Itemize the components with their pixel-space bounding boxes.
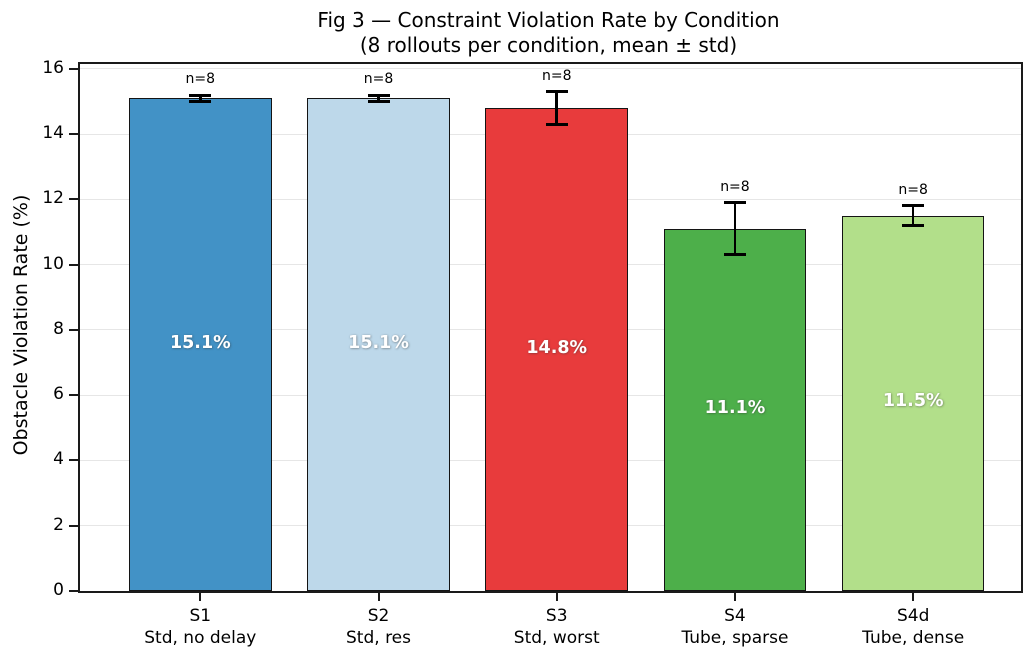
plot-area: 0 2 4 6 8 10 12 14 16 n=8 15.1% S1 Std, no delay n=8 1… xyxy=(42,58,1023,648)
error-bar-cap xyxy=(902,224,925,228)
bar-value-label-S4: 11.1% xyxy=(704,397,766,418)
y-tick-mark xyxy=(69,133,78,136)
x-tick-mark-S4d xyxy=(912,593,915,601)
bar-S2 xyxy=(307,98,450,591)
x-tick-mark-S3 xyxy=(555,593,558,601)
x-tick-mark-S2 xyxy=(377,593,380,601)
category-sublabel: Std, worst xyxy=(513,628,600,648)
bar-S4 xyxy=(663,228,807,591)
x-tick-label-S3: S3 Std, worst xyxy=(457,605,657,649)
x-tick-label-S2: S2 Std, res xyxy=(279,605,479,649)
x-tick-label-S1: S1 Std, no delay xyxy=(100,605,300,649)
error-bar-S1 xyxy=(199,95,202,102)
count-label-S3: n=8 xyxy=(541,67,572,84)
y-tick-label: 12 xyxy=(42,188,64,209)
category-sublabel: Std, no delay xyxy=(144,628,257,648)
y-tick-label: 10 xyxy=(42,253,64,274)
gridline-y16 xyxy=(80,68,1021,70)
category-label: S3 xyxy=(545,606,568,626)
y-tick-label: 4 xyxy=(53,449,64,470)
category-label: S4d xyxy=(896,606,930,626)
error-bar-cap xyxy=(367,93,390,97)
y-tick-mark xyxy=(69,590,78,592)
x-tick-label-S4: S4 Tube, sparse xyxy=(635,605,835,649)
y-tick-label: 2 xyxy=(53,514,64,535)
category-label: S1 xyxy=(189,606,212,626)
chart-subtitle: (8 rollouts per condition, mean ± std) xyxy=(359,33,738,57)
x-tick-mark-S1 xyxy=(199,593,202,601)
error-bar-cap xyxy=(545,90,568,94)
error-bar-S3 xyxy=(555,91,558,125)
bar-value-label-S1: 15.1% xyxy=(169,332,231,353)
error-bar-cap xyxy=(545,122,568,126)
error-bar-S4 xyxy=(733,202,737,255)
error-bar-cap xyxy=(723,253,746,257)
bar-S1 xyxy=(129,98,272,591)
category-sublabel: Tube, sparse xyxy=(681,628,789,648)
bar-S4d xyxy=(841,215,985,591)
count-label-S1: n=8 xyxy=(185,71,216,87)
count-label-S2: n=8 xyxy=(363,71,394,87)
error-bar-cap xyxy=(367,100,390,104)
category-sublabel: Tube, dense xyxy=(862,628,965,648)
error-bar-S2 xyxy=(377,95,380,102)
chart-title: Fig 3 — Constraint Violation Rate by Con… xyxy=(317,8,780,32)
error-bar-cap xyxy=(902,204,925,208)
error-bar-cap xyxy=(189,93,212,97)
category-label: S2 xyxy=(367,606,390,626)
x-tick-label-S4d: S4d Tube, dense xyxy=(813,605,1013,649)
y-tick-label: 14 xyxy=(42,123,64,144)
y-tick-mark xyxy=(69,328,78,331)
y-tick-mark xyxy=(69,263,78,266)
count-label-S4: n=8 xyxy=(720,178,750,195)
bar-value-label-S4d: 11.5% xyxy=(882,391,944,412)
bar-value-label-S3: 14.8% xyxy=(526,337,588,358)
y-tick-mark xyxy=(69,459,78,462)
category-sublabel: Std, res xyxy=(346,628,412,648)
error-bar-cap xyxy=(189,100,212,104)
bar-S3 xyxy=(485,108,628,591)
x-tick-mark-S4 xyxy=(733,593,736,601)
bar-value-label-S2: 15.1% xyxy=(348,332,409,353)
y-tick-label: 0 xyxy=(53,580,64,600)
y-tick-mark xyxy=(69,198,78,201)
y-tick-label: 6 xyxy=(53,384,64,405)
y-tick-label: 16 xyxy=(42,57,64,78)
y-tick-mark xyxy=(69,67,78,70)
y-tick-mark xyxy=(69,524,78,527)
y-tick-label: 8 xyxy=(53,318,64,339)
error-bar-cap xyxy=(723,201,746,205)
error-bar-S4d xyxy=(911,205,915,226)
category-label: S4 xyxy=(724,606,746,626)
y-tick-mark xyxy=(69,394,78,397)
count-label-S4d: n=8 xyxy=(898,181,928,198)
